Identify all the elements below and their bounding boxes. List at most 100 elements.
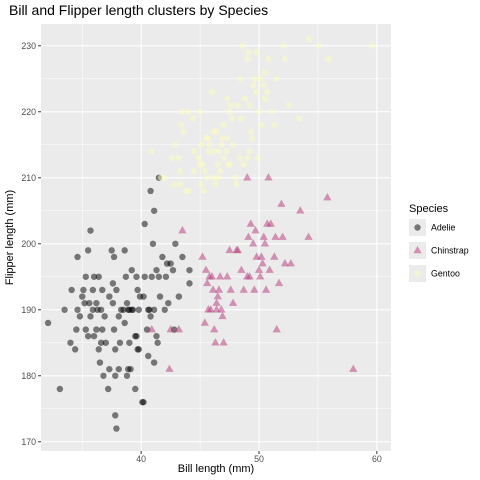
data-point-chinstrap xyxy=(323,192,332,201)
data-point-adelie xyxy=(136,293,144,300)
data-point-adelie xyxy=(154,339,161,346)
data-point-gentoo xyxy=(208,88,216,96)
data-point-gentoo xyxy=(256,75,264,82)
data-point-gentoo xyxy=(215,148,223,155)
data-point-gentoo xyxy=(229,141,237,148)
data-point-gentoo xyxy=(198,141,205,148)
x-tick-label: 60 xyxy=(372,454,382,464)
data-point-adelie xyxy=(127,365,134,373)
data-point-gentoo xyxy=(258,121,265,129)
plot-panel xyxy=(41,24,391,451)
data-point-adelie xyxy=(133,332,140,340)
data-point-gentoo xyxy=(200,187,207,195)
data-point-adelie xyxy=(123,299,131,307)
data-point-adelie xyxy=(147,187,154,195)
data-point-adelie xyxy=(167,260,174,267)
data-point-adelie xyxy=(156,293,164,300)
data-point-gentoo xyxy=(180,128,187,135)
y-tick-label: 230 xyxy=(21,41,36,51)
data-point-adelie xyxy=(153,332,160,340)
data-point-adelie xyxy=(95,346,102,353)
data-point-gentoo xyxy=(203,174,211,181)
data-point-gentoo xyxy=(273,75,280,82)
data-point-gentoo xyxy=(240,161,247,168)
data-point-chinstrap xyxy=(258,258,267,267)
data-point-gentoo xyxy=(264,88,271,96)
y-tick-label: 210 xyxy=(21,173,36,183)
data-point-gentoo xyxy=(253,88,260,96)
legend-key-circle xyxy=(414,224,421,231)
data-point-gentoo xyxy=(185,187,192,195)
data-point-adelie xyxy=(169,266,177,274)
data-point-adelie xyxy=(56,385,64,393)
data-point-adelie xyxy=(110,253,118,261)
data-point-chinstrap xyxy=(211,338,220,346)
data-point-gentoo xyxy=(172,141,179,148)
data-point-gentoo xyxy=(232,174,239,181)
data-point-gentoo xyxy=(175,154,183,162)
data-point-gentoo xyxy=(253,49,260,56)
data-point-gentoo xyxy=(216,167,224,175)
data-point-adelie xyxy=(68,286,75,294)
data-point-adelie xyxy=(102,339,110,346)
data-point-chinstrap xyxy=(237,265,246,273)
data-point-gentoo xyxy=(201,167,209,175)
data-point-gentoo xyxy=(247,128,254,135)
x-tick-label: 50 xyxy=(254,454,264,464)
data-point-gentoo xyxy=(268,108,276,115)
y-tick-label: 180 xyxy=(21,371,36,381)
data-point-adelie xyxy=(147,313,154,320)
data-point-chinstrap xyxy=(246,219,255,227)
data-point-gentoo xyxy=(248,134,256,142)
data-points xyxy=(44,35,376,432)
data-point-adelie xyxy=(44,319,52,327)
data-point-gentoo xyxy=(227,101,234,109)
data-point-gentoo xyxy=(228,115,236,122)
data-point-gentoo xyxy=(178,121,185,129)
data-point-adelie xyxy=(179,253,186,261)
data-point-chinstrap xyxy=(245,272,254,280)
data-point-gentoo xyxy=(271,121,278,129)
data-point-gentoo xyxy=(176,167,184,175)
data-point-gentoo xyxy=(306,35,313,43)
data-point-chinstrap xyxy=(270,252,279,260)
data-point-gentoo xyxy=(236,75,244,82)
data-point-gentoo xyxy=(223,134,231,142)
data-point-gentoo xyxy=(170,181,178,188)
data-point-chinstrap xyxy=(206,305,215,313)
data-point-chinstrap xyxy=(213,291,222,300)
data-point-chinstrap xyxy=(178,225,187,234)
legend-item-gentoo: Gentoo xyxy=(409,265,460,282)
data-point-gentoo xyxy=(244,55,251,63)
data-point-adelie xyxy=(96,359,104,366)
data-point-adelie xyxy=(84,332,92,340)
data-point-gentoo xyxy=(241,95,249,102)
data-point-chinstrap xyxy=(201,265,211,273)
data-point-chinstrap xyxy=(208,285,218,293)
data-point-gentoo xyxy=(190,167,198,175)
data-point-chinstrap xyxy=(166,324,175,333)
data-point-chinstrap xyxy=(239,285,248,293)
data-point-adelie xyxy=(89,286,97,294)
data-point-adelie xyxy=(104,385,112,393)
data-point-chinstrap xyxy=(266,219,275,227)
data-point-gentoo xyxy=(223,95,231,102)
data-point-chinstrap xyxy=(248,239,258,247)
legend-title: Species xyxy=(409,203,449,215)
data-point-chinstrap xyxy=(259,232,268,240)
data-point-adelie xyxy=(186,266,193,274)
data-point-chinstrap xyxy=(349,364,358,372)
chart-title: Bill and Flipper length clusters by Spec… xyxy=(9,2,268,18)
data-point-adelie xyxy=(148,273,155,280)
data-point-adelie xyxy=(141,273,148,280)
minor-gridlines xyxy=(41,24,391,451)
data-point-adelie xyxy=(112,346,119,353)
data-point-chinstrap xyxy=(217,305,226,313)
data-point-adelie xyxy=(165,299,172,307)
data-point-adelie xyxy=(74,253,81,261)
data-point-adelie xyxy=(97,306,105,313)
legend-items: Adelie Chinstrap Gentoo xyxy=(409,219,469,282)
data-point-adelie xyxy=(108,247,115,254)
data-point-adelie xyxy=(110,326,118,333)
data-point-gentoo xyxy=(219,134,226,142)
